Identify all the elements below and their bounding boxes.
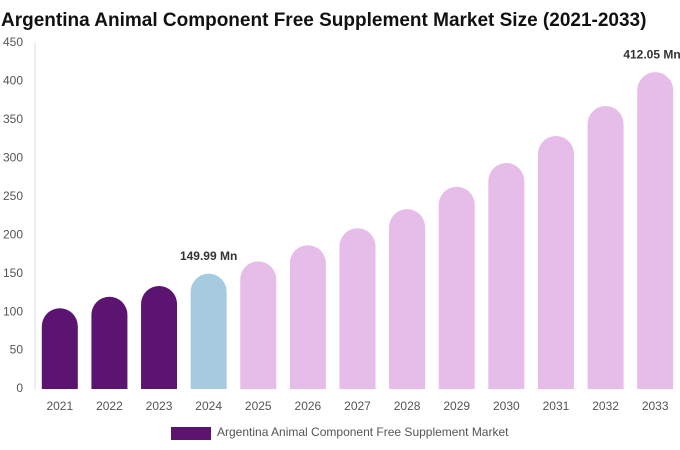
x-tick-label: 2028 [394, 399, 421, 413]
bar [339, 228, 376, 389]
legend-swatch [171, 427, 211, 440]
x-tick-label: 2024 [195, 399, 222, 413]
x-tick-label: 2022 [96, 399, 123, 413]
x-tick-label: 2021 [46, 399, 73, 413]
y-tick-label: 300 [3, 151, 23, 165]
bar [91, 296, 128, 389]
x-tick-label: 2023 [146, 399, 173, 413]
y-tick-label: 50 [10, 343, 24, 357]
bar [289, 245, 326, 389]
bar [637, 72, 674, 390]
y-tick-label: 350 [3, 112, 23, 126]
bar [240, 261, 277, 389]
y-tick-label: 100 [3, 304, 23, 318]
x-tick-label: 2026 [295, 399, 322, 413]
bar [537, 136, 574, 389]
chart-title: Argentina Animal Component Free Suppleme… [1, 10, 646, 31]
bar [389, 209, 426, 389]
bar [41, 308, 78, 389]
x-tick-label: 2030 [493, 399, 520, 413]
y-tick-label: 150 [3, 266, 23, 280]
y-tick-label: 250 [3, 189, 23, 203]
bar [488, 162, 525, 389]
x-tick-label: 2032 [592, 399, 619, 413]
y-tick-label: 400 [3, 74, 23, 88]
bar [438, 186, 475, 389]
y-tick-label: 200 [3, 227, 23, 241]
x-tick-label: 2033 [642, 399, 669, 413]
x-tick-label: 2025 [245, 399, 272, 413]
y-tick-label: 450 [3, 35, 23, 49]
bar [587, 106, 624, 389]
bar [190, 273, 227, 389]
value-label: 149.99 Mn [180, 249, 237, 263]
legend-label: Argentina Animal Component Free Suppleme… [217, 425, 509, 439]
x-tick-label: 2029 [443, 399, 470, 413]
y-tick-label: 0 [16, 381, 23, 395]
x-tick-label: 2027 [344, 399, 371, 413]
value-label: 412.05 Mn [623, 47, 680, 61]
bar [141, 285, 178, 389]
x-tick-label: 2031 [543, 399, 570, 413]
